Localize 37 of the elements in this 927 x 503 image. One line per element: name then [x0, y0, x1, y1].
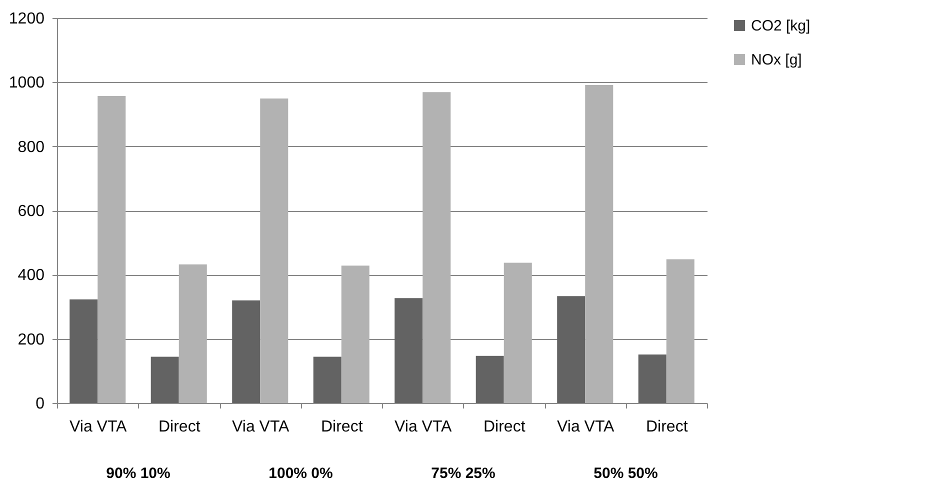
x-tick-label: Via VTA [557, 418, 615, 436]
y-tick-label: 0 [36, 396, 45, 412]
text: 75% 25% [431, 465, 496, 482]
y-tick-label: 1000 [8, 74, 45, 92]
bar [178, 264, 207, 403]
text: 90% 10% [106, 465, 170, 482]
legend-label: CO2 [kg] [751, 18, 810, 34]
bar [260, 98, 288, 403]
x-tick-label: Direct [646, 418, 688, 436]
y-tick-label: 200 [18, 331, 45, 348]
bar [70, 299, 98, 403]
bar [394, 298, 423, 403]
x-tick-label: Direct [320, 418, 364, 436]
x-tick-label: Via VTA [394, 418, 452, 436]
bar [557, 296, 586, 403]
bar [666, 259, 694, 403]
x-tick-label: Via VTA [232, 418, 290, 436]
bar [476, 356, 504, 403]
x-tick-label: Direct [483, 418, 526, 436]
bar [422, 92, 451, 403]
legend-label: NOx [g] [751, 52, 802, 68]
text: 50% 50% [594, 465, 658, 482]
bar [150, 356, 179, 403]
bar [98, 96, 126, 403]
bar [638, 354, 666, 403]
bar [341, 266, 370, 403]
bar [585, 85, 614, 403]
y-tick-label: 1200 [8, 10, 45, 28]
y-tick-label: 800 [18, 138, 45, 156]
bar [504, 262, 532, 403]
y-tick-label: 400 [18, 267, 45, 284]
x-tick-label: Direct [158, 418, 201, 436]
bar [232, 300, 260, 403]
text: 100% 0% [268, 465, 333, 482]
y-tick-label: 600 [18, 203, 45, 220]
x-tick-label: Via VTA [70, 418, 128, 436]
bar [313, 356, 342, 403]
